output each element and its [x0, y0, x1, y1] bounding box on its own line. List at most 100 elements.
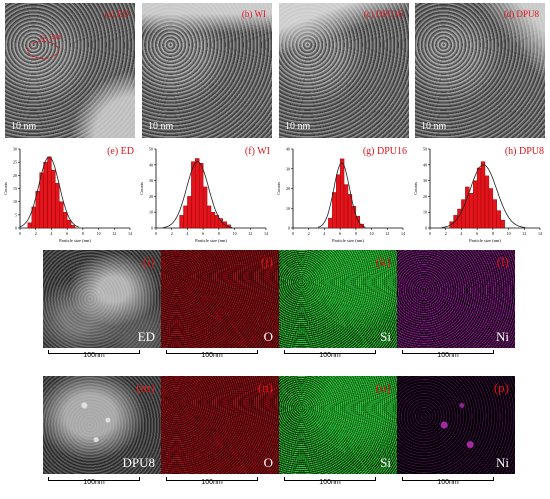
histogram-wi: 0 2 4 6 8 10 12 14 0 10 20 30 40 50 Particle size (nm)… — [138, 143, 273, 246]
x-tick-label: 2 — [445, 231, 447, 236]
x-tick-label: 10 — [507, 231, 511, 236]
histogram-dpu16: 0 2 4 6 8 10 12 14 0 10 20 30 40 Particle size (nm) Co… — [275, 143, 410, 246]
histogram-svg: 0 2 4 6 8 10 12 14 0 5 10 15 20 25 30 Particle size (nm… — [3, 147, 132, 244]
tem-image-dpu8: (d) DPU8 10 nm — [415, 3, 545, 138]
eds-map-ni-ed: (l) Ni — [397, 250, 515, 348]
x-tick-label: 8 — [82, 231, 84, 236]
y-tick-label: 30 — [149, 178, 153, 183]
y-tick-label: 0 — [15, 226, 17, 231]
histogram-bar — [43, 161, 48, 229]
y-tick-label: 0 — [151, 226, 153, 231]
histogram-bar — [328, 217, 333, 229]
scalebar: 100nm — [48, 477, 140, 489]
x-tick-label: 0 — [292, 231, 294, 236]
x-tick-label: 4 — [460, 231, 462, 236]
y-tick-label: 10 — [149, 210, 153, 215]
panel-label: (a) ED — [104, 9, 129, 19]
x-tick-label: 8 — [492, 231, 494, 236]
panel-label: (o) — [375, 380, 391, 395]
y-tick-label: 50 — [149, 147, 153, 152]
histogram-bar — [500, 219, 505, 229]
histogram-title: (e) ED — [107, 146, 134, 157]
histogram-svg: 0 2 4 6 8 10 12 14 0 10 20 30 40 50 Particle size (nm)… — [413, 147, 542, 244]
histogram-bar — [47, 156, 52, 229]
y-tick-label: 50 — [423, 147, 427, 152]
scalebar-text: 100nm — [319, 479, 341, 486]
y-tick-label: 5 — [15, 212, 17, 217]
panel-label: (j) — [260, 254, 273, 269]
histogram-bar — [210, 211, 216, 229]
x-tick-label: 4 — [50, 231, 52, 236]
scalebar: 100nm — [284, 350, 376, 362]
x-tick-label: 0 — [155, 231, 157, 236]
histogram-bar — [199, 163, 204, 229]
histogram-bar — [66, 219, 72, 229]
scalebar: 100nm — [402, 477, 494, 489]
y-axis-label: Counts — [139, 182, 144, 195]
gaussian-fit-line — [441, 164, 526, 228]
y-tick-label: 20 — [423, 194, 427, 199]
scalebar-text: 10 nm — [11, 121, 37, 132]
x-tick-label: 8 — [355, 231, 357, 236]
scalebar: 100nm — [166, 477, 258, 489]
tem-image-dpu16: (c) DPU16 10 nm — [279, 3, 409, 138]
y-axis-label: Counts — [413, 182, 418, 195]
gaussian-fit-line — [317, 162, 366, 228]
tem-image-wi: (b) WI 10 nm — [142, 3, 272, 138]
y-tick-label: 10 — [13, 199, 17, 204]
x-tick-label: 12 — [522, 231, 526, 236]
y-tick-label: 15 — [13, 186, 17, 191]
histogram-bar — [355, 215, 360, 229]
histogram-bar — [484, 175, 490, 229]
x-tick-label: 0 — [429, 231, 431, 236]
histogram-bar — [473, 180, 478, 229]
y-tick-label: 40 — [423, 162, 427, 167]
histogram-bar — [63, 211, 68, 229]
scalebar-text: 100nm — [83, 479, 105, 486]
histogram-svg: 0 2 4 6 8 10 12 14 0 10 20 30 40 Particle size (nm) Co… — [276, 147, 405, 244]
histogram-bar — [496, 210, 501, 229]
scalebar-text: 100nm — [319, 352, 341, 359]
x-tick-label: 8 — [218, 231, 220, 236]
histogram-bar — [59, 201, 64, 229]
histogram-bar — [183, 205, 188, 229]
y-axis-label: Counts — [276, 182, 281, 195]
histogram-bar — [339, 158, 345, 229]
histogram-bar — [457, 208, 462, 229]
histogram-bar — [55, 183, 60, 229]
histogram-bar — [191, 161, 196, 229]
eds-map-ni-dpu8: (p) Ni — [397, 376, 515, 474]
x-tick-label: 14 — [128, 231, 132, 236]
panel-label: (n) — [257, 380, 273, 395]
tem-image-ed: ca. 2nm (a) ED 10 nm — [5, 3, 135, 138]
scalebar: 100nm — [48, 350, 140, 362]
scalebar: 100nm — [284, 477, 376, 489]
y-tick-label: 40 — [149, 162, 153, 167]
histogram-ed: 0 2 4 6 8 10 12 14 0 5 10 15 20 25 30 Particle size (nm… — [2, 143, 137, 246]
element-label: DPU8 — [122, 455, 155, 470]
histogram-svg: 0 2 4 6 8 10 12 14 0 10 20 30 40 50 Particle size (nm)… — [139, 147, 268, 244]
panel-label: (i) — [142, 254, 155, 269]
particle-annotation: ca. 2nm — [40, 33, 63, 41]
element-label: Si — [380, 455, 391, 470]
x-tick-label: 12 — [248, 231, 252, 236]
x-tick-label: 10 — [370, 231, 374, 236]
histogram-bar — [332, 192, 337, 229]
histogram-bar — [492, 199, 497, 229]
element-label: Ni — [496, 455, 509, 470]
x-tick-label: 2 — [308, 231, 310, 236]
y-axis-label: Counts — [3, 182, 8, 195]
histogram-bar — [476, 167, 482, 229]
gaussian-fit-line — [19, 156, 79, 228]
y-tick-label: 20 — [149, 194, 153, 199]
y-tick-label: 30 — [286, 166, 290, 171]
histogram-bar — [39, 172, 44, 229]
y-tick-label: 30 — [13, 147, 17, 152]
eds-map-si-dpu8: (o) Si — [279, 376, 397, 474]
y-tick-label: 0 — [425, 226, 427, 231]
x-tick-label: 10 — [97, 231, 101, 236]
scalebar-text: 100nm — [437, 479, 459, 486]
histogram-bar — [187, 196, 192, 229]
particle-highlight — [27, 41, 59, 59]
histogram-bar — [453, 215, 458, 229]
